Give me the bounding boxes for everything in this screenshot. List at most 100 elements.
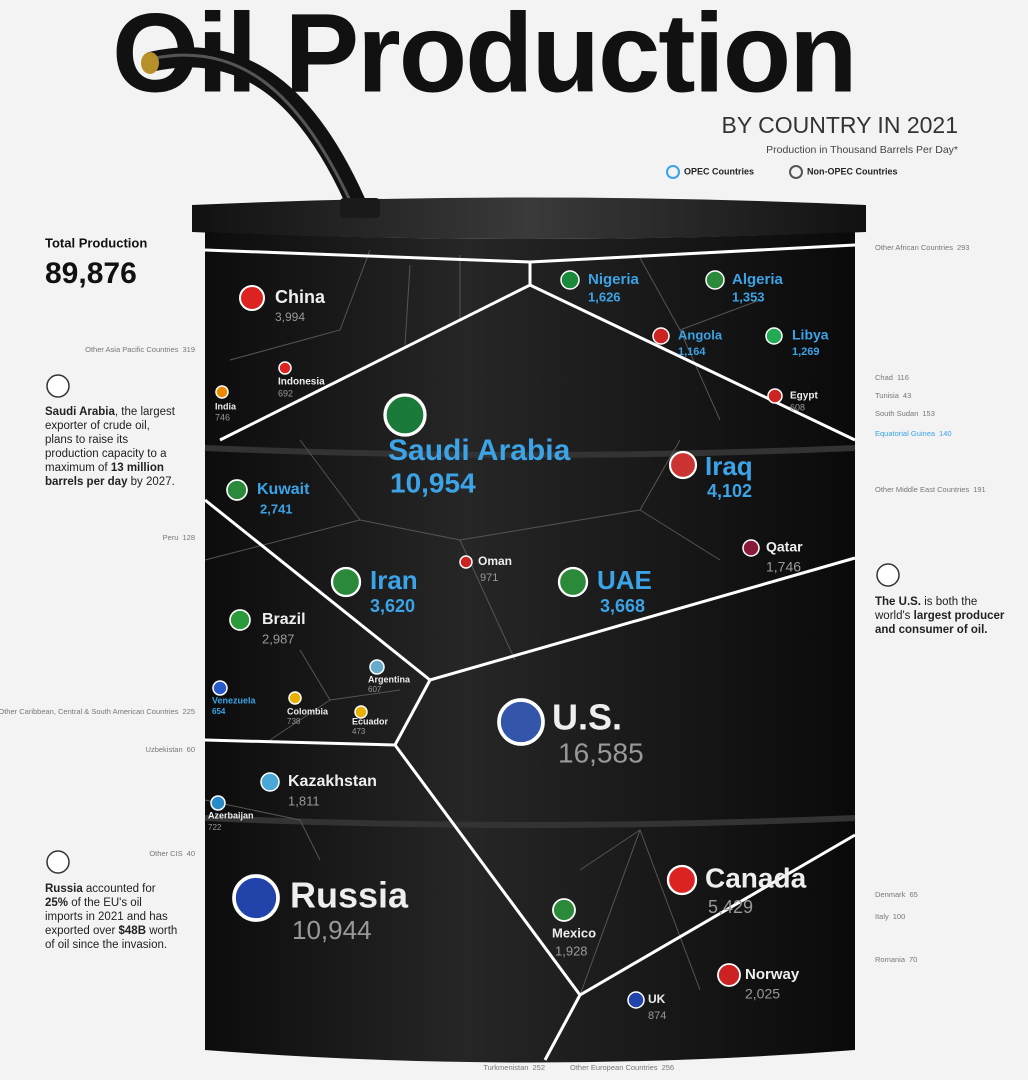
side-label-name: Romania xyxy=(875,955,906,964)
side-label: Equatorial Guinea 140 xyxy=(875,429,952,438)
side-label-value: 40 xyxy=(187,849,195,858)
side-label-name: Turkmenistan xyxy=(483,1063,528,1072)
annotation-text: by 2027. xyxy=(127,476,175,488)
country-value: 874 xyxy=(648,1010,666,1022)
annotation-text: The U.S. xyxy=(875,596,922,608)
barrel-rings xyxy=(204,445,856,828)
flag xyxy=(668,450,698,480)
country-name: Ecuador xyxy=(352,716,389,726)
flag xyxy=(560,270,580,290)
pipe xyxy=(147,47,370,216)
country-value: 10,954 xyxy=(390,467,476,498)
flag xyxy=(666,864,698,896)
side-label-value: 319 xyxy=(182,345,195,354)
flag xyxy=(627,991,645,1009)
side-label-name: Other Middle East Countries xyxy=(875,485,969,494)
subtitle: BY COUNTRY IN 2021 xyxy=(722,112,959,138)
side-label-value: 191 xyxy=(973,485,986,494)
note: Production in Thousand Barrels Per Day* xyxy=(766,144,958,156)
annotation-text: Saudi Arabia xyxy=(45,406,115,418)
flag xyxy=(652,327,670,345)
side-label: Romania 70 xyxy=(875,955,917,964)
country-value: 1,164 xyxy=(678,346,706,358)
flag xyxy=(226,479,248,501)
side-label-value: 100 xyxy=(893,912,906,921)
side-label-value: 256 xyxy=(662,1063,675,1072)
side-label: Peru 128 xyxy=(163,533,195,542)
flag xyxy=(229,609,251,631)
side-label: Tunisia 43 xyxy=(875,391,911,400)
flag xyxy=(459,555,473,569)
annotation-text: largest producer and consumer of oil. xyxy=(875,610,1005,636)
flag xyxy=(330,566,362,598)
country-value: 971 xyxy=(480,572,498,584)
side-label-name: Italy xyxy=(875,912,889,921)
country-name: Qatar xyxy=(766,539,803,555)
annotation-icon xyxy=(876,563,900,587)
country-value: 4,102 xyxy=(707,481,752,501)
country-name: Algeria xyxy=(732,271,784,288)
side-label: Denmark 65 xyxy=(875,890,918,899)
side-label-name: Other Caribbean, Central & South America… xyxy=(0,707,179,716)
pipe-opening xyxy=(141,52,159,74)
country-name: Brazil xyxy=(262,611,306,628)
country-value: 1,626 xyxy=(588,289,621,304)
legend-label: OPEC Countries xyxy=(684,166,754,176)
country-name: Libya xyxy=(792,327,829,343)
country-value: 692 xyxy=(278,388,293,398)
pipe-highlight xyxy=(154,53,354,206)
side-label: Turkmenistan 252 xyxy=(483,1063,545,1072)
country-name: Argentina xyxy=(368,674,411,684)
country-name: UAE xyxy=(597,565,652,595)
country-value: 16,585 xyxy=(558,737,644,768)
flag xyxy=(369,659,385,675)
annotation-text: $48B xyxy=(118,925,147,937)
flag xyxy=(383,393,427,437)
side-label-value: 60 xyxy=(187,745,195,754)
country-value: 473 xyxy=(352,727,366,736)
country-value: 1,353 xyxy=(732,289,765,304)
flag xyxy=(215,385,229,399)
side-label-name: Tunisia xyxy=(875,391,900,400)
annotation-text: is both the world's xyxy=(875,596,978,622)
country-name: Colombia xyxy=(287,706,329,716)
legend-swatch xyxy=(666,165,680,179)
flag xyxy=(354,705,368,719)
country-name: Saudi Arabia xyxy=(388,434,571,467)
country-value: 746 xyxy=(215,412,230,422)
country-value: 654 xyxy=(212,707,226,716)
side-label-value: 116 xyxy=(897,373,909,382)
country-value: 1,746 xyxy=(766,559,801,575)
pipe-base xyxy=(340,198,380,218)
legend-swatch xyxy=(789,165,803,179)
side-label: Other Caribbean, Central & South America… xyxy=(0,707,195,716)
side-label-name: Uzbekistan xyxy=(146,745,183,754)
flag xyxy=(232,874,280,922)
side-label: Other African Countries 293 xyxy=(875,243,969,252)
side-label-value: 252 xyxy=(532,1063,545,1072)
country-value: 608 xyxy=(790,402,805,412)
country-name: Azerbaijan xyxy=(208,810,254,820)
annotation-text: accounted for xyxy=(82,883,156,895)
flag xyxy=(288,691,302,705)
side-label: Other CIS 40 xyxy=(149,849,195,858)
country-name: Nigeria xyxy=(588,271,640,288)
country-value: 607 xyxy=(368,685,382,694)
flag xyxy=(212,680,228,696)
country-value: 5,429 xyxy=(708,897,753,917)
annotation: Saudi Arabia, the largest exporter of cr… xyxy=(45,405,180,489)
flag xyxy=(557,566,589,598)
side-label-value: 140 xyxy=(939,429,952,438)
flag xyxy=(742,539,760,557)
country-value: 1,269 xyxy=(792,346,820,358)
side-label-value: 128 xyxy=(182,533,195,542)
side-label-value: 153 xyxy=(922,409,935,418)
side-label-name: Other African Countries xyxy=(875,243,953,252)
annotation-text: 13 million barrels per day xyxy=(45,462,164,488)
flag xyxy=(717,963,741,987)
annotation-text: , the largest exporter of crude oil, pla… xyxy=(45,406,175,474)
cell-lines xyxy=(204,249,761,996)
side-label-name: Equatorial Guinea xyxy=(875,429,936,438)
side-label-name: South Sudan xyxy=(875,409,918,418)
